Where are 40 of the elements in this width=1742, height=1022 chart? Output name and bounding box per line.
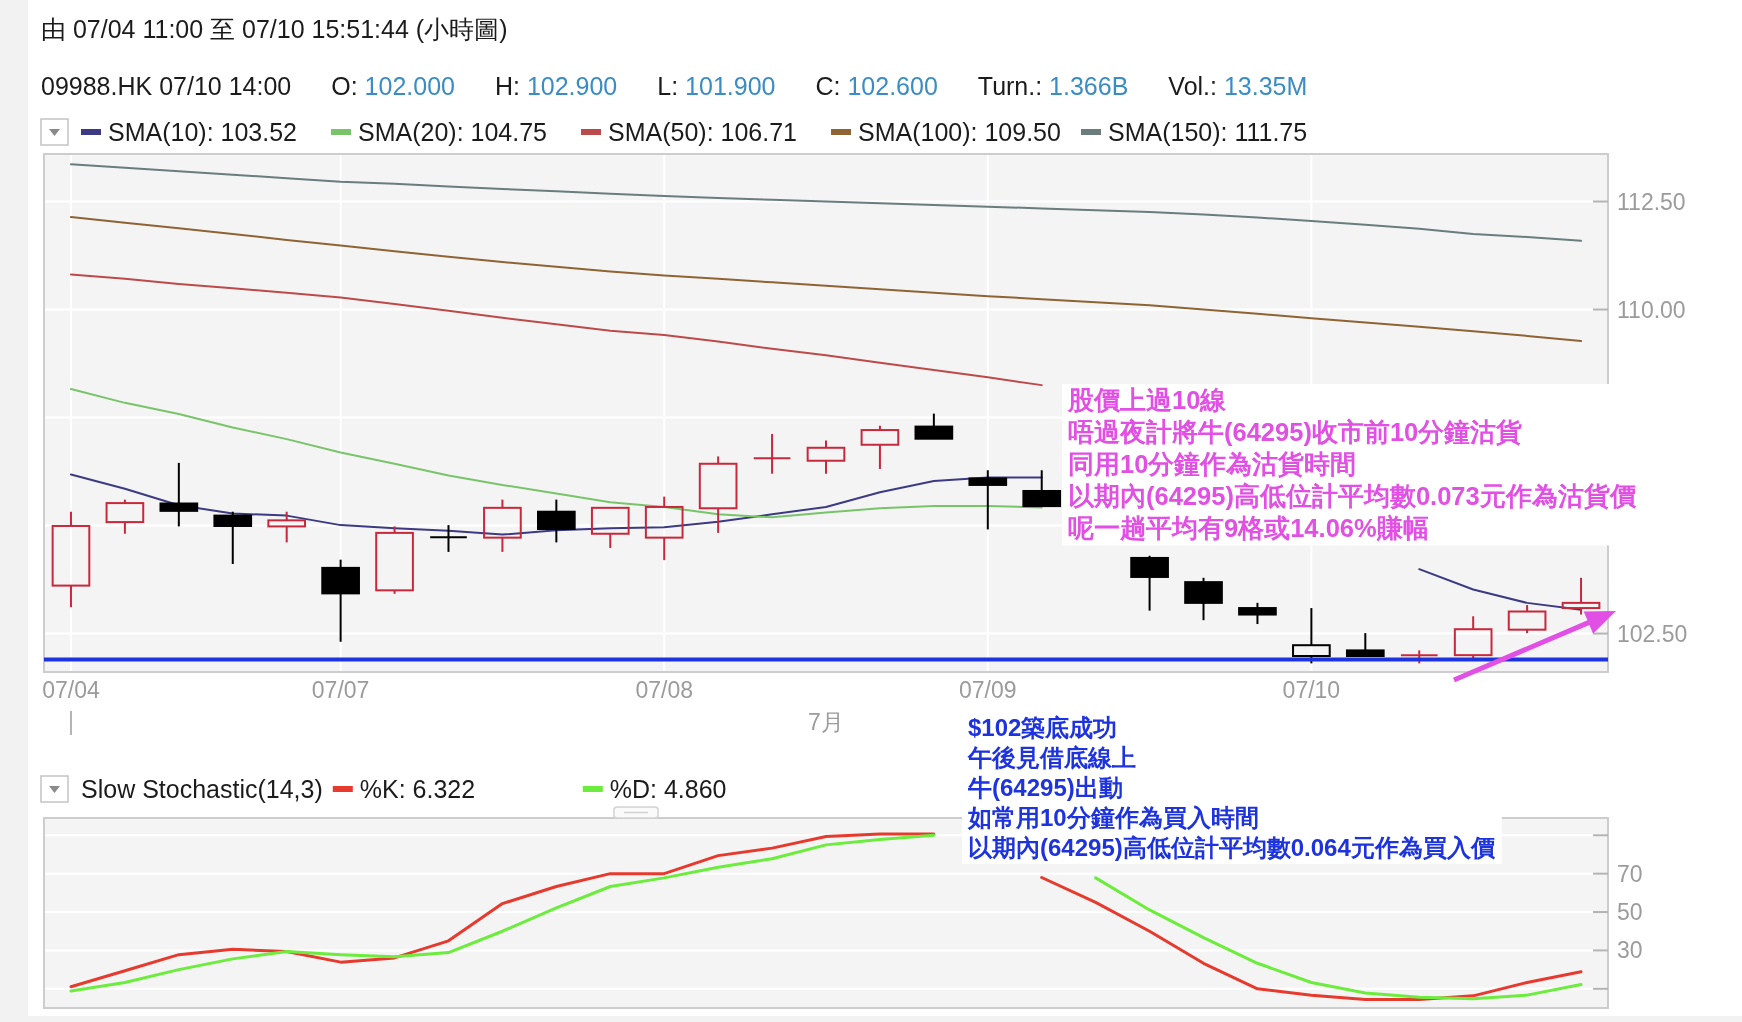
header-field: 09988.HK 07/10 14:00 bbox=[41, 72, 292, 100]
tick-label: 50 bbox=[1617, 899, 1643, 926]
tick-label: 07/08 bbox=[635, 677, 693, 703]
note: 以期內(64295)高低位計平均數0.073元作為沽貨價 bbox=[1068, 482, 1636, 511]
header-field: H: 102.900 bbox=[494, 72, 618, 100]
legend-item: SMA(10): 103.52 bbox=[81, 118, 297, 146]
legend-item: SMA(20): 104.75 bbox=[331, 118, 547, 146]
legend-item: %K: 6.322 bbox=[332, 775, 476, 803]
tick-label: 07/10 bbox=[1282, 677, 1341, 703]
tick-label: 112.50 bbox=[1617, 188, 1686, 215]
note: 午後見借底線上 bbox=[968, 744, 1136, 772]
header-field: L: 101.900 bbox=[657, 72, 776, 100]
header-field: Turn.: 1.366B bbox=[977, 72, 1129, 100]
note: 如常用10分鐘作為買入時間 bbox=[968, 804, 1259, 832]
tick-label: 30 bbox=[1617, 937, 1643, 964]
axis-label: 7月 bbox=[808, 709, 844, 735]
title: Slow Stochastic(14,3) bbox=[81, 775, 323, 803]
legend-label: %D: 4.860 bbox=[609, 775, 727, 803]
note: 股價上過10線 bbox=[1068, 386, 1227, 415]
note: 牛(64295)出動 bbox=[968, 774, 1123, 802]
tick-label: 70 bbox=[1617, 860, 1643, 887]
header-field: C: 102.600 bbox=[815, 72, 938, 100]
legend-item: SMA(100): 109.50 bbox=[831, 118, 1061, 146]
note: $102築底成功 bbox=[968, 714, 1118, 742]
tick-label: 07/04 bbox=[42, 677, 100, 703]
note: 同用10分鐘作為沽貨時間 bbox=[1068, 450, 1357, 479]
tick-label: 07/07 bbox=[311, 677, 370, 703]
legend-item: SMA(50): 106.71 bbox=[581, 118, 797, 146]
tick-label: 07/09 bbox=[959, 677, 1017, 703]
legend-item: %D: 4.860 bbox=[582, 775, 727, 803]
legend-item: SMA(150): 111.75 bbox=[1081, 118, 1308, 146]
legend-label: %K: 6.322 bbox=[359, 775, 476, 803]
note: 呢一趟平均有9格或14.06%賺幅 bbox=[1068, 514, 1429, 543]
note: 以期內(64295)高低位計平均數0.064元作為買入價 bbox=[968, 834, 1495, 862]
header-field: Vol.: 13.35M bbox=[1168, 72, 1308, 100]
tick-label: 110.00 bbox=[1617, 296, 1686, 323]
header-field: O: 102.000 bbox=[331, 72, 455, 100]
title: 由 07/04 11:00 至 07/10 15:51:44 (小時圖) bbox=[41, 15, 508, 43]
tick-label: 102.50 bbox=[1617, 620, 1688, 647]
note: 唔過夜計將牛(64295)收市前10分鐘沽貨 bbox=[1068, 418, 1523, 447]
